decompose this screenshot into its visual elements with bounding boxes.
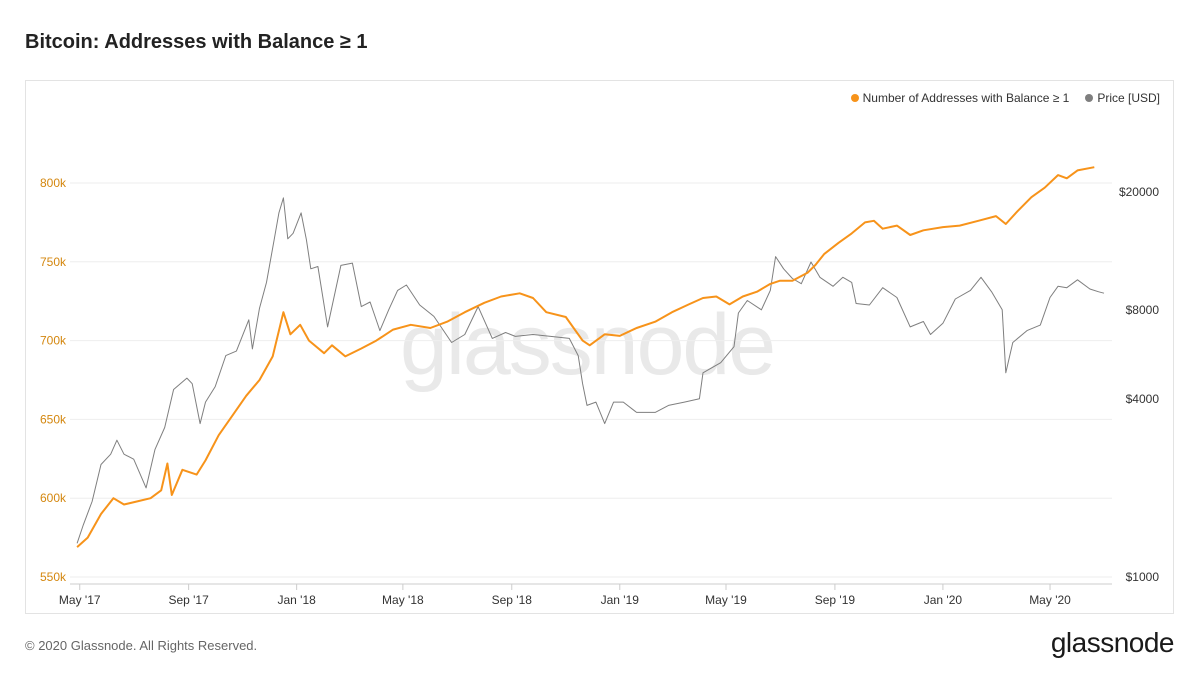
x-tick-label-9: May '20 [1029,593,1071,607]
legend-label-addresses: Number of Addresses with Balance ≥ 1 [862,91,1070,105]
y-right-tick-label-2: $8000 [1126,303,1160,317]
legend-label-price: Price [USD] [1097,91,1160,105]
y-left-tick-label-3: 700k [40,334,67,348]
y-left-tick-label-1: 600k [40,491,67,505]
y-right-tick-label-3: $20000 [1119,185,1159,199]
y-left-tick-label-2: 650k [40,412,67,426]
x-tick-label-5: Jan '19 [601,593,640,607]
x-tick-label-3: May '18 [382,593,424,607]
legend-dot-price [1085,94,1094,102]
legend: Number of Addresses with Balance ≥ 1 Pri… [850,91,1160,105]
series-line-price [76,197,1105,544]
x-tick-label-8: Jan '20 [924,593,963,607]
x-tick-label-1: Sep '17 [168,593,209,607]
y-right-tick-label-0: $1000 [1126,570,1160,584]
y-right-tick-label-1: $4000 [1126,392,1160,406]
x-tick-label-2: Jan '18 [277,593,316,607]
chart-title: Bitcoin: Addresses with Balance ≥ 1 [25,31,368,53]
series-line-addresses [76,166,1095,548]
legend-item-price[interactable]: Price [USD] [1085,91,1160,105]
chart-panel [25,80,1174,614]
y-left-tick-label-0: 550k [40,570,67,584]
glassnode-logo[interactable]: glassnode [1050,627,1175,658]
y-left-tick-label-4: 750k [40,255,67,269]
x-tick-label-6: May '19 [705,593,747,607]
x-tick-label-4: Sep '18 [492,593,533,607]
x-tick-label-7: Sep '19 [815,593,856,607]
x-tick-label-0: May '17 [59,593,101,607]
legend-item-addresses[interactable]: Number of Addresses with Balance ≥ 1 [850,91,1070,105]
legend-dot-addresses [850,94,859,102]
y-left-tick-label-5: 800k [40,176,67,190]
copyright-text: © 2020 Glassnode. All Rights Reserved. [25,638,258,653]
